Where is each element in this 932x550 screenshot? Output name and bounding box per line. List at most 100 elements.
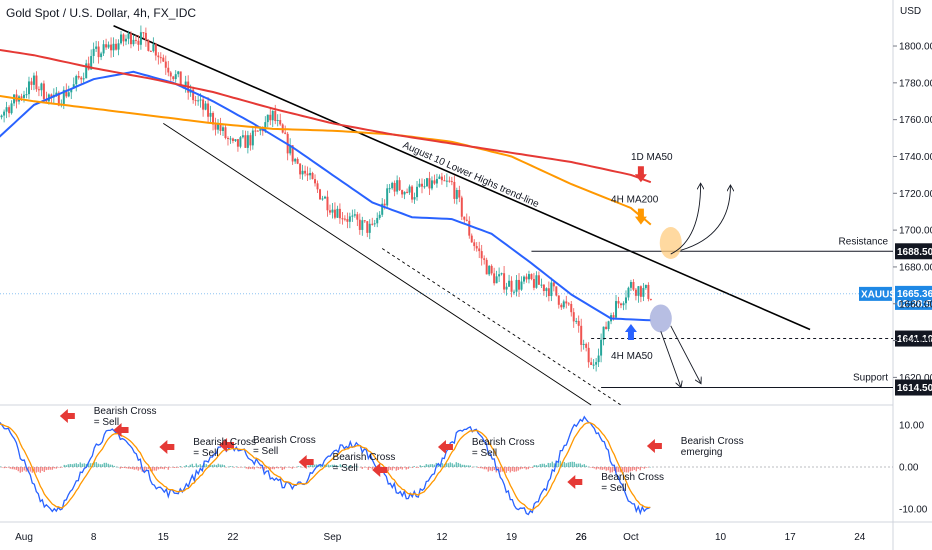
osc-histogram-bar: [39, 467, 41, 473]
candle-body: [152, 44, 155, 52]
candle-body: [10, 103, 13, 114]
candle-body: [637, 286, 640, 296]
candle-body: [622, 303, 625, 306]
osc-histogram-bar: [295, 467, 297, 468]
candle-body: [488, 265, 491, 275]
osc-histogram-bar: [275, 467, 277, 469]
candle-body: [560, 304, 563, 308]
osc-histogram-bar: [525, 467, 527, 470]
candle-body: [256, 130, 259, 132]
candle-body: [97, 46, 100, 58]
candle-body: [284, 132, 287, 134]
candle-body: [639, 286, 642, 297]
candle-body: [438, 176, 441, 179]
osc-histogram-bar: [449, 462, 451, 467]
osc-histogram-bar: [133, 467, 135, 470]
candle-body: [433, 180, 436, 184]
osc-histogram-bar: [157, 467, 159, 470]
osc-histogram-bar: [191, 463, 193, 467]
osc-histogram-bar: [25, 467, 27, 472]
candle-body: [567, 303, 570, 305]
osc-histogram-bar: [401, 467, 403, 470]
candle-body: [127, 33, 130, 39]
candle-body: [518, 279, 521, 290]
osc-histogram-bar: [301, 467, 303, 468]
candle-body: [612, 315, 615, 318]
osc-histogram-bar: [195, 463, 197, 467]
osc-histogram-bar: [249, 467, 251, 469]
osc-histogram-bar: [459, 463, 461, 467]
osc-red-arrow: [437, 440, 453, 454]
osc-histogram-bar: [473, 466, 475, 468]
candle-body: [326, 196, 329, 211]
osc-histogram-bar: [143, 467, 145, 472]
osc-histogram-bar: [581, 464, 583, 467]
candle-body: [498, 274, 501, 277]
candle-body: [269, 114, 272, 121]
levels: 1688.50 Resistance 1641.10 1614.50 Support XA…: [0, 236, 932, 396]
bear-path-arrow: [660, 331, 681, 386]
y-tick-label: 1760.00: [899, 115, 932, 126]
y-tick-label: 1680.00: [899, 262, 932, 273]
candle-body: [555, 286, 558, 296]
candle-body: [65, 89, 68, 97]
level-price-tag: [895, 243, 932, 260]
candle-body: [391, 182, 394, 189]
osc-histogram-bar: [233, 467, 235, 468]
osc-red-arrow: [219, 438, 235, 452]
osc-histogram-bar: [161, 467, 163, 469]
osc-histogram-bar: [527, 467, 529, 470]
osc-histogram-bar: [185, 465, 187, 467]
candle-body: [314, 179, 317, 184]
osc-histogram-bar: [355, 465, 357, 467]
candle-body: [169, 72, 172, 77]
osc-histogram-bar: [335, 465, 337, 467]
osc-label-line1: Bearish Cross: [333, 452, 396, 463]
osc-histogram-bar: [611, 467, 613, 473]
osc-histogram-bar: [151, 467, 153, 472]
x-tick-label: 8: [91, 532, 97, 543]
blue-up-arrow: [624, 324, 637, 340]
osc-histogram-bar: [649, 466, 651, 468]
osc-histogram-bar: [97, 463, 99, 467]
osc-histogram-bar: [509, 467, 511, 473]
osc-histogram-bar: [359, 467, 361, 468]
candle-body: [229, 138, 232, 140]
osc-histogram-bar: [37, 467, 39, 472]
osc-histogram-bar: [181, 467, 183, 468]
osc-histogram-bar: [247, 467, 249, 470]
osc-histogram-bar: [441, 463, 443, 467]
candle-body: [110, 44, 113, 51]
candle-body: [547, 288, 550, 297]
candle-body: [62, 89, 65, 104]
breakout-ellipse: [659, 227, 682, 259]
candle-body: [478, 248, 481, 252]
candle-body: [368, 223, 371, 233]
candle-body: [219, 124, 222, 131]
osc-histogram-bar: [471, 467, 473, 468]
osc-histogram-bar: [75, 463, 77, 467]
osc-histogram-bar: [575, 463, 577, 467]
candle-body: [115, 43, 118, 50]
osc-histogram-bar: [45, 467, 47, 471]
candle-body: [508, 280, 511, 287]
x-tick-label: 12: [436, 532, 448, 543]
osc-histogram-bar: [571, 461, 573, 467]
candle-body: [532, 278, 535, 288]
candle-body: [607, 321, 610, 330]
candle-body: [458, 190, 461, 198]
y-tick-label: 1640.00: [899, 336, 932, 347]
candle-body: [231, 138, 234, 142]
candle-body: [629, 282, 632, 288]
osc-histogram-bar: [11, 467, 13, 470]
osc-label-line2: emerging: [681, 447, 723, 458]
osc-histogram-bar: [409, 466, 411, 468]
osc-histogram-bar: [93, 461, 95, 467]
candle-body: [80, 77, 83, 80]
candle-body: [378, 214, 381, 218]
osc-histogram-bar: [463, 464, 465, 467]
candle-body: [294, 158, 297, 162]
candle-body: [117, 43, 120, 50]
